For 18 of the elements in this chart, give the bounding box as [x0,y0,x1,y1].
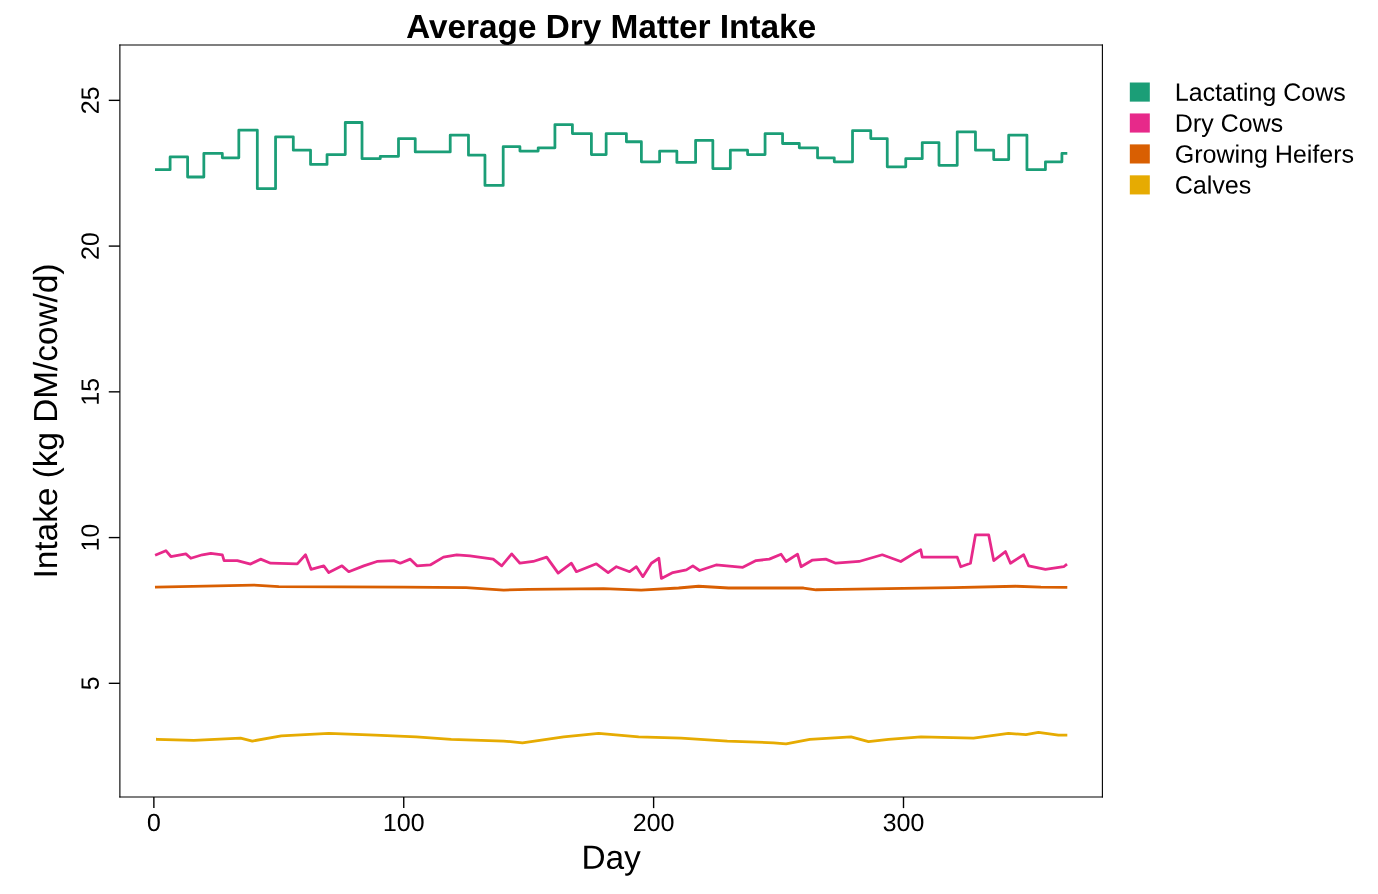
x-tick-label: 0 [147,813,160,832]
y-tick-label: 15 [81,378,99,404]
y-axis-title: Intake (kg DM/cow/d) [32,265,64,576]
y-tick-label: 10 [81,524,99,550]
legend-label: Dry Cows [1176,114,1283,137]
chart-title: Average Dry Matter Intake [406,13,816,45]
x-tick-label: 300 [883,813,924,832]
y-tick-label: 20 [81,233,99,259]
legend-label: Lactating Cows [1176,82,1345,106]
y-tick-label: 25 [81,87,99,113]
legend-label: Growing Heifers [1176,144,1354,168]
x-tick-label: 200 [634,813,674,832]
x-tick-label: 100 [384,813,424,832]
x-axis-title: Day [584,845,641,876]
line-series [154,533,1068,580]
legend-label: Calves [1176,175,1251,194]
line-series [155,730,1068,746]
y-tick-label: 5 [81,677,99,690]
